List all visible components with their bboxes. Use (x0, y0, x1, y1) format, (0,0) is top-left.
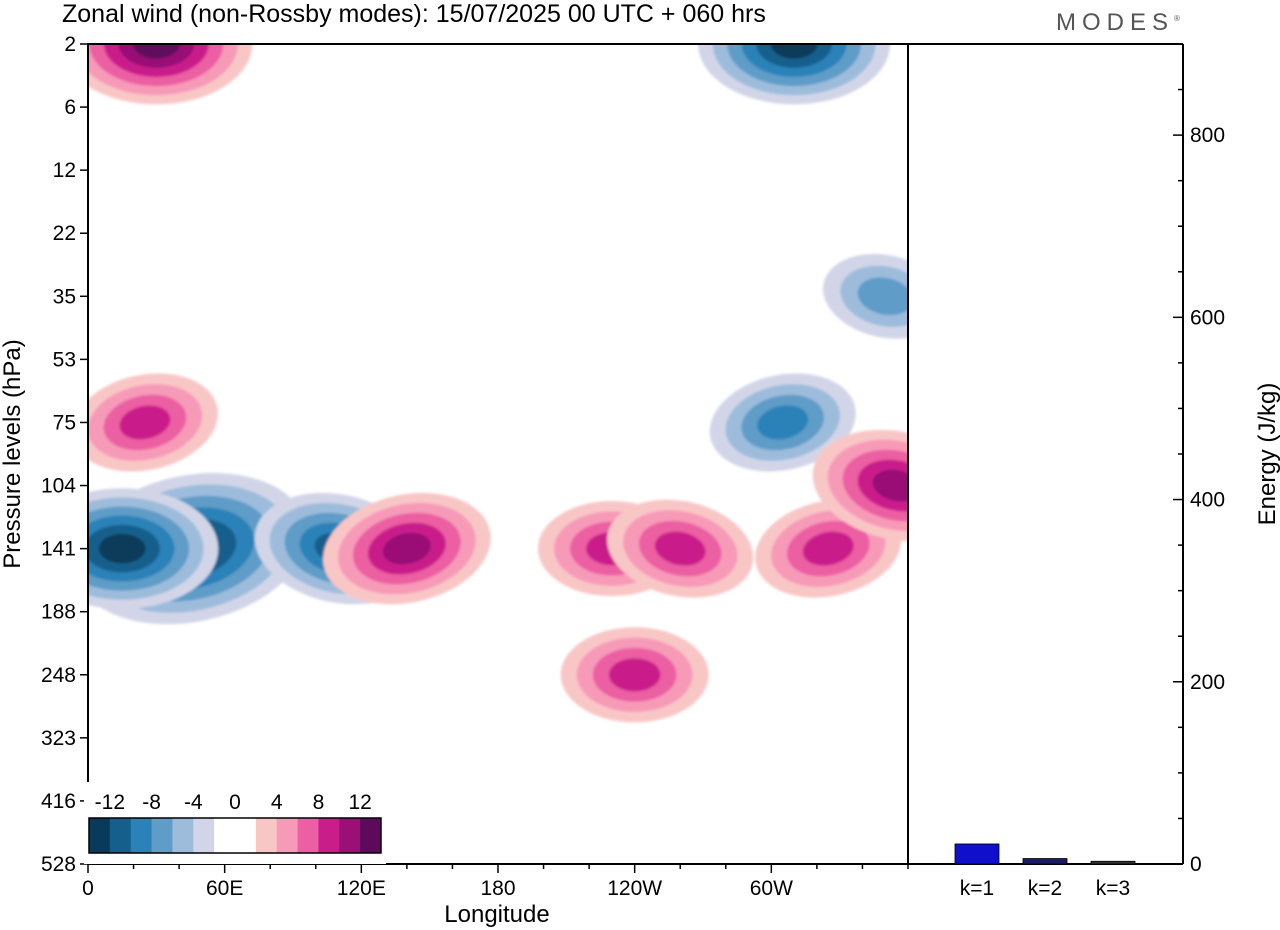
colorbar-cell (318, 818, 340, 853)
y-tick-label: 2 (64, 33, 76, 56)
y-tick-label: 53 (53, 348, 76, 371)
colorbar-labels: -12 -8 -4 0 4 8 12 (95, 791, 372, 814)
energy-tick-label: 600 (1190, 306, 1225, 329)
y-tick-label: 416 (41, 790, 76, 813)
y-tick-label: 528 (41, 853, 76, 876)
colorbar-label: 0 (229, 791, 241, 814)
energy-bar (954, 843, 1000, 865)
westerly-anomaly (607, 499, 754, 598)
contour-band (133, 44, 180, 59)
easterly-anomaly (709, 373, 856, 472)
energy-axis-tick-labels: 0 200 400 600 800 (1190, 124, 1225, 876)
x-axis-tick-labels: 0 60E 120E 180 120W 60W (82, 877, 793, 900)
colorbar-cell (339, 818, 361, 853)
colorbar-label: -4 (184, 791, 203, 814)
x-axis-ticks (87, 864, 909, 873)
chart-title: Zonal wind (non-Rossby modes): 15/07/202… (62, 0, 766, 28)
colorbar: -12 -8 -4 0 4 8 12 (84, 782, 386, 864)
colorbar-cells (89, 818, 382, 853)
contour-layer (88, 44, 908, 723)
contour-band (872, 469, 908, 502)
contour-band (654, 531, 706, 566)
westerly-anomaly (88, 44, 253, 105)
y-tick-label: 141 (41, 538, 76, 561)
modes-brand-logo: MODES® (1056, 9, 1180, 37)
y-tick-label: 12 (53, 159, 76, 182)
y-tick-label: 75 (53, 411, 76, 434)
brand-text: MODES (1056, 9, 1175, 36)
y-tick-label: 323 (41, 727, 76, 750)
x-tick-label: 120W (607, 877, 662, 900)
westerly-anomaly (322, 492, 491, 605)
energy-tick-label: 200 (1190, 671, 1225, 694)
x-tick-label: 0 (82, 877, 94, 900)
y-axis-tick-labels: 2 6 12 22 35 53 75 104 141 188 248 323 416 528 (41, 33, 76, 876)
colorbar-cell (255, 818, 278, 853)
heatmap-panel: 2 6 12 22 35 53 75 104 141 188 248 323 416 528 0 60E 12… (0, 33, 909, 928)
x-tick-label: 60W (750, 877, 793, 900)
wind-field (88, 44, 908, 723)
colorbar-label: 4 (271, 791, 283, 814)
energy-bar (1022, 858, 1068, 865)
easterly-anomaly (88, 488, 219, 609)
colorbar-frame (88, 817, 382, 854)
colorbar-cell (151, 818, 173, 853)
y-tick-label: 188 (41, 601, 76, 624)
energy-bars (954, 843, 1136, 865)
contour-band (857, 277, 908, 316)
y-tick-label: 22 (53, 222, 76, 245)
y-tick-label: 35 (53, 285, 76, 308)
energy-category-label: k=1 (960, 877, 994, 900)
westerly-anomaly (88, 373, 219, 472)
easterly-anomaly (698, 44, 891, 105)
contour-band (770, 44, 818, 59)
registered-mark: ® (1174, 14, 1180, 23)
colorbar-cell (214, 818, 236, 853)
colorbar-cell (193, 818, 215, 853)
contour-band (608, 658, 661, 692)
energy-category-label: k=3 (1096, 877, 1130, 900)
energy-axis-ticks (1173, 43, 1183, 865)
colorbar-cell (360, 818, 382, 853)
x-tick-label: 180 (480, 877, 515, 900)
y-axis-title: Pressure levels (hPa) (0, 339, 26, 568)
y-axis-ticks (80, 43, 88, 865)
colorbar-label: 8 (313, 791, 325, 814)
y-tick-label: 6 (64, 96, 76, 119)
westerly-anomaly (560, 627, 709, 723)
colorbar-label: -12 (95, 791, 125, 814)
y-tick-label: 104 (41, 475, 76, 498)
energy-tick-label: 0 (1190, 853, 1202, 876)
colorbar-cell (109, 818, 132, 853)
contour-band (382, 532, 431, 565)
energy-tick-label: 400 (1190, 489, 1225, 512)
westerly-anomaly (812, 429, 908, 542)
colorbar-cell (89, 818, 111, 853)
energy-category-label: k=2 (1028, 877, 1062, 900)
colorbar-cell (130, 818, 153, 853)
x-axis-title: Longitude (444, 901, 549, 928)
colorbar-cell (276, 818, 299, 853)
contour-band (98, 533, 146, 564)
x-tick-label: 120E (337, 877, 386, 900)
colorbar-label: -8 (142, 791, 161, 814)
energy-tick-label: 800 (1190, 124, 1225, 147)
colorbar-label: 12 (348, 791, 371, 814)
contour-band (757, 405, 809, 440)
contour-band (119, 405, 171, 440)
energy-panel: 0 200 400 600 800 k=1 k=2 k=3 Energy (J/kg) (908, 43, 1280, 900)
colorbar-cell (235, 818, 257, 853)
energy-category-labels: k=1 k=2 k=3 (960, 877, 1130, 900)
y-tick-label: 248 (41, 664, 76, 687)
x-tick-label: 60E (206, 877, 243, 900)
colorbar-cell (297, 818, 319, 853)
energy-axis-title: Energy (J/kg) (1254, 383, 1280, 526)
contour-band (802, 531, 854, 566)
energy-bar (1090, 860, 1136, 865)
colorbar-cell (172, 818, 194, 853)
